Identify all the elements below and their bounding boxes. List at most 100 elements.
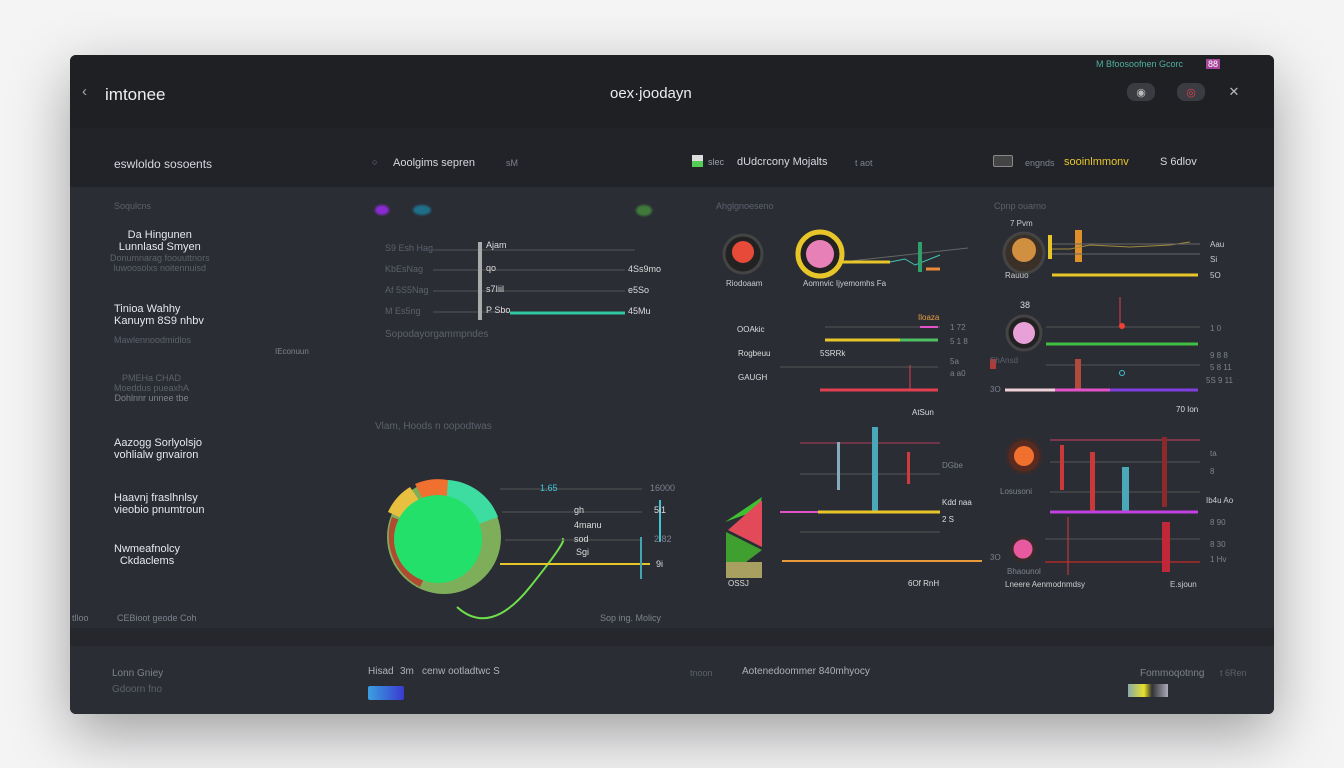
value-label: 9 8 8 <box>1210 351 1228 360</box>
pie-label: Sgi <box>576 547 590 557</box>
gauge-core <box>1013 322 1035 344</box>
divider-band <box>70 628 1274 646</box>
y-label: Af 5S5Nag <box>385 285 429 295</box>
pie-slice-green <box>394 495 482 583</box>
value-label: 6Of RnH <box>908 579 940 588</box>
camera-icon[interactable]: ◉ <box>1127 83 1155 101</box>
bar-mark <box>1162 437 1167 507</box>
footer-center-text[interactable]: Aotenedoommer 840mhyocy <box>742 666 870 677</box>
inner-label: P Sbo <box>486 305 511 315</box>
thumbnail-icon[interactable] <box>1128 684 1168 697</box>
bar-mark <box>1122 467 1129 512</box>
row-label: OOAkic <box>737 325 765 334</box>
gauge-core <box>806 240 834 268</box>
value-label: a a0 <box>950 369 966 378</box>
page-title: oex·joodayn <box>610 85 692 102</box>
legend-dot-purple <box>375 205 389 215</box>
list-icon <box>692 155 703 167</box>
value-label: e5So <box>628 285 650 295</box>
legend-dot-green <box>636 205 652 216</box>
legend-dot-teal <box>413 205 431 215</box>
series-line <box>1052 241 1191 250</box>
value-label: 5 8 11 <box>1210 363 1232 372</box>
value-label: 5 1 8 <box>950 337 968 346</box>
pie-label: 1.65 <box>540 483 558 493</box>
footer-mid-text[interactable]: cenw ootladtwc S <box>422 666 500 677</box>
col-heading-2: Aoolgims sepren <box>393 157 475 169</box>
bar-mark <box>1075 230 1082 262</box>
value-label: DGbe <box>942 461 963 470</box>
bar-mark <box>837 442 840 490</box>
value-label: Si <box>1210 255 1218 264</box>
app-name: imtonee <box>105 85 166 104</box>
bar-mark <box>1048 235 1052 259</box>
badge: Iloaza <box>918 313 940 322</box>
value-label: 8 30 <box>1210 540 1226 549</box>
value-label: 5i1 <box>654 505 667 515</box>
gauge-label: Aomnvic Ijyemomhs Fa <box>803 279 887 288</box>
value-label: 1 72 <box>950 323 966 332</box>
value-label: 9i <box>656 559 664 569</box>
side-tag: IEconuun <box>275 347 309 356</box>
gauge-label: Bhaounol <box>1007 567 1041 576</box>
gauge-label: Rauuo <box>1005 271 1029 280</box>
bar-mark <box>990 359 996 369</box>
sidebar-item-5[interactable]: Haavnj fraslhnlsy vieobio pnumtroun <box>114 492 205 516</box>
sidebar-item-1[interactable]: Da Hingunen Lunnlasd Smyen Donumnarag fo… <box>110 229 210 273</box>
gauge-label: 7 Pvm <box>1010 219 1033 228</box>
bar-mark <box>1162 522 1170 572</box>
value-label: OSSJ <box>728 579 749 588</box>
footer-center-prefix: tnoon <box>690 668 713 678</box>
axis-bar <box>478 242 482 320</box>
pie-caption: Sop ing. Molicy <box>600 613 662 623</box>
value-label: 16000 <box>650 483 676 493</box>
value-label: Aau <box>1210 240 1225 249</box>
inner-label: qo <box>486 263 497 273</box>
value-label: 70 Ion <box>1176 405 1199 414</box>
row-label: Rogbeuu <box>738 349 771 358</box>
gauges-right-graphics <box>1002 230 1200 575</box>
triangle-green <box>725 497 762 522</box>
value-label: AtSun <box>912 408 934 417</box>
dashboard-window: ‹ imtonee oex·joodayn M Bfoosoofnen Gcor… <box>70 55 1274 714</box>
pin-icon[interactable]: ✕ <box>1228 84 1240 99</box>
pie-label: gh <box>574 505 585 515</box>
chevron-left-icon[interactable]: ‹ <box>82 83 87 100</box>
triangle-olive <box>726 562 762 578</box>
panel-heading: Ahglgnoeseno <box>716 201 774 211</box>
column-headers: eswloldo sosoents ○ Aoolgims sepren sM s… <box>70 128 1274 187</box>
sidebar-item-4[interactable]: Aazogg Sorlyolsjo vohlialw gnvairon <box>114 437 203 461</box>
triangle-red <box>728 500 762 547</box>
col-heading-4-suffix: S 6dlov <box>1160 156 1197 168</box>
app-icon[interactable] <box>368 686 404 700</box>
gridline <box>841 247 969 263</box>
main-content: Soqulcns Da Hingunen Lunnlasd Smyen Donu… <box>70 187 1274 628</box>
curve-line <box>456 538 565 620</box>
footer-mid-num: 3m <box>400 666 414 677</box>
value-label: 8 90 <box>1210 518 1226 527</box>
value-label: 38 <box>1020 300 1031 310</box>
y-label: S9 Esh Hag <box>385 243 434 253</box>
record-icon[interactable]: ◎ <box>1177 83 1205 101</box>
status-badge: 88 <box>1206 59 1221 69</box>
gauge-label: Losusoni <box>1000 487 1033 496</box>
value-label: E.sjoun <box>1170 580 1197 589</box>
sidebar-item-3[interactable]: PMEHa CHAD Moeddus pueaxhA Dohlnnr unnee… <box>114 373 190 403</box>
header: ‹ imtonee oex·joodayn M Bfoosoofnen Gcor… <box>70 55 1274 128</box>
section-heading: Vlam, Hoods n oopodtwas <box>375 421 492 432</box>
value-label: Ib4u Ao <box>1206 496 1234 505</box>
bar-mark <box>1075 359 1081 389</box>
sidebar-item-2[interactable]: Tinioa Wahhy Kanuym 8S9 nhbv Mawlennoodm… <box>114 303 204 345</box>
pie-label: sod <box>574 534 589 544</box>
pie-label: 4manu <box>574 520 602 530</box>
sidebar-item-6[interactable]: Nwmeafnolcy Ckdaclems <box>114 543 181 567</box>
col-heading-2-suffix: sM <box>506 158 518 168</box>
value-label: ShAnsd <box>990 356 1019 365</box>
col-heading-3: dUdcrcony Mojalts <box>737 156 828 168</box>
footer-mid-prefix: Hisad <box>368 666 394 677</box>
lower-left-chart <box>725 427 982 578</box>
value-label: 1 Hv <box>1210 555 1227 564</box>
bar-mark <box>907 452 910 484</box>
line-panel-graphics <box>433 242 635 320</box>
value-label: 5S 9 11 <box>1206 376 1233 385</box>
